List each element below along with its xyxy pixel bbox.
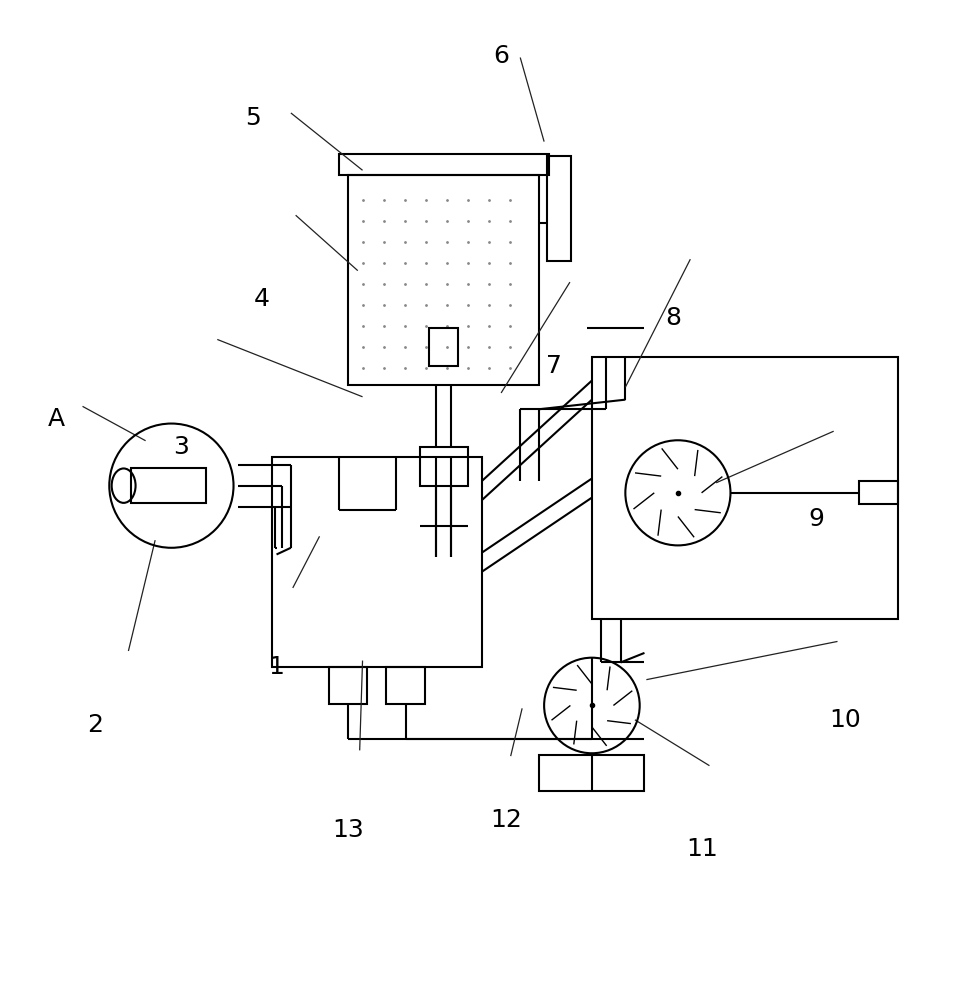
Text: 2: 2 — [87, 713, 103, 737]
Bar — [272, 457, 482, 667]
Text: 5: 5 — [245, 106, 260, 130]
Text: 11: 11 — [686, 837, 717, 861]
Text: 12: 12 — [490, 808, 522, 832]
Bar — [387, 667, 425, 704]
Bar — [860, 481, 897, 504]
Text: 13: 13 — [333, 818, 364, 842]
Bar — [547, 156, 571, 261]
Text: 6: 6 — [494, 44, 509, 68]
Text: 8: 8 — [665, 306, 682, 330]
Bar — [329, 667, 367, 704]
Text: 4: 4 — [254, 287, 270, 311]
Text: 9: 9 — [809, 507, 824, 531]
Text: 10: 10 — [829, 708, 861, 732]
Bar — [338, 154, 549, 175]
Text: 1: 1 — [269, 655, 284, 679]
Text: A: A — [48, 407, 66, 431]
Bar — [348, 175, 539, 385]
Bar — [592, 357, 897, 619]
Bar — [429, 328, 458, 366]
Bar — [539, 755, 645, 791]
Text: 7: 7 — [546, 354, 562, 378]
Bar — [131, 468, 205, 503]
Text: 3: 3 — [173, 435, 189, 459]
Bar — [420, 447, 468, 486]
